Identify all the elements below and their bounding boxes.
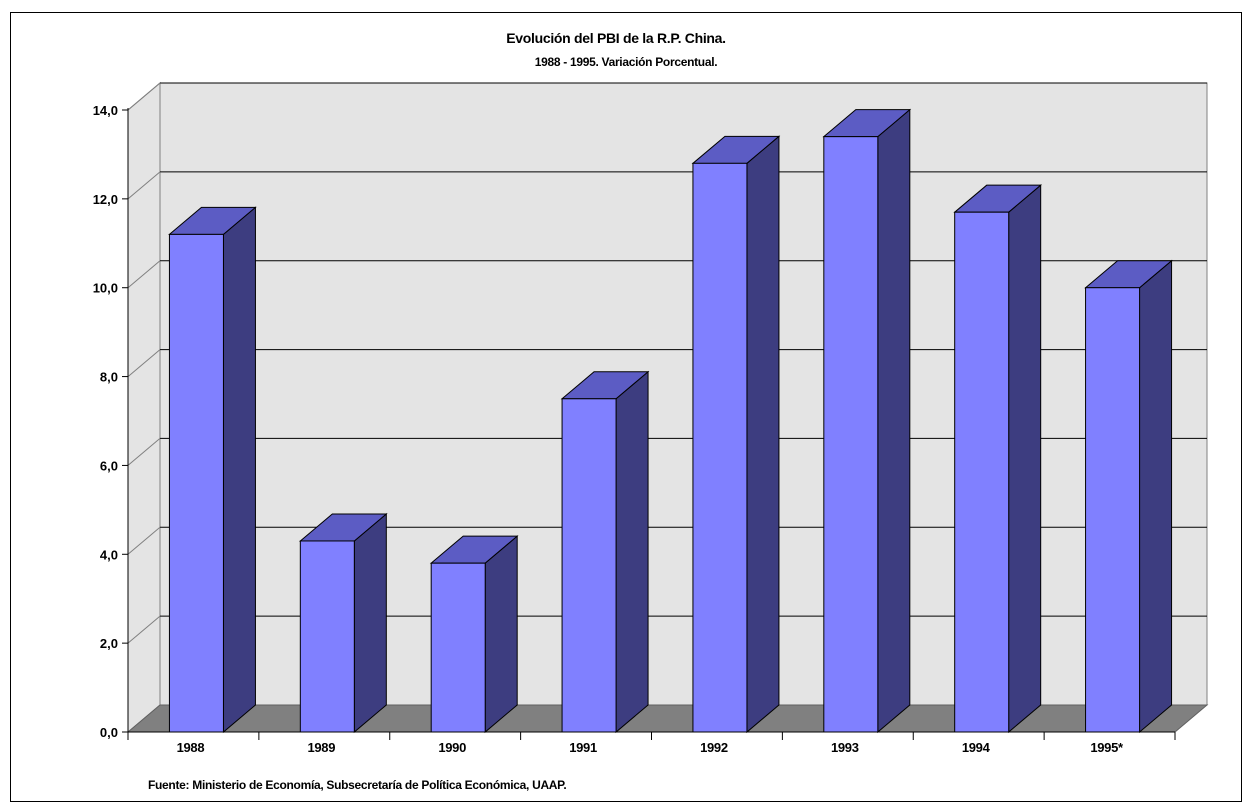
gridline-side: [127, 438, 161, 466]
gridline-side: [127, 82, 161, 111]
y-tick-label: 0,0: [100, 725, 118, 740]
bar-side: [222, 206, 256, 734]
floor: [126, 704, 1209, 733]
chart-source: Fuente: Ministerio de Economía, Subsecre…: [148, 778, 566, 792]
x-tick-label: 1993: [831, 740, 859, 755]
x-tick-label: 1994: [962, 740, 991, 755]
y-tick-label: 2,0: [100, 636, 118, 651]
y-tick-label: 4,0: [100, 547, 118, 562]
y-tick-label: 8,0: [100, 370, 118, 385]
bar: [561, 398, 617, 733]
bar-side: [1008, 184, 1042, 734]
gridline-side: [127, 526, 161, 555]
bar: [954, 211, 1010, 733]
x-tick-label: 1988: [177, 740, 205, 755]
x-tick-label: 1991: [569, 740, 597, 755]
bar: [299, 540, 355, 733]
chart-title: Evolución del PBI de la R.P. China.: [506, 30, 726, 46]
bar: [823, 136, 879, 733]
bar: [692, 162, 748, 733]
bar-side: [484, 535, 518, 734]
chart-subtitle: 1988 - 1995. Variación Porcentual.: [535, 55, 718, 69]
y-tick-label: 10,0: [93, 281, 118, 296]
bar-side: [353, 512, 387, 734]
gridline-side: [127, 615, 161, 644]
bar-side: [746, 135, 780, 734]
y-tick-label: 12,0: [93, 192, 118, 207]
gridline-side: [127, 349, 161, 377]
gridline-side: [127, 260, 161, 289]
bar: [1085, 287, 1141, 733]
bar: [430, 562, 486, 733]
gridline-side: [127, 171, 161, 200]
x-tick-label: 1990: [438, 740, 466, 755]
bar-side: [615, 370, 649, 734]
x-tick-label: 1995*: [1090, 740, 1124, 755]
plot-area: 0,0 2,0 4,0 6,0 8,0 10,0 12,0 14,0 1988 1989 1990 1…: [93, 81, 1209, 755]
bar: [168, 233, 224, 733]
bar-side: [1139, 259, 1173, 734]
bar-side: [877, 108, 911, 734]
side-wall: [127, 81, 161, 734]
y-tick-label: 6,0: [100, 458, 118, 473]
x-tick-label: 1989: [307, 740, 335, 755]
y-tick-label: 14,0: [93, 103, 118, 118]
x-tick-label: 1992: [700, 740, 728, 755]
